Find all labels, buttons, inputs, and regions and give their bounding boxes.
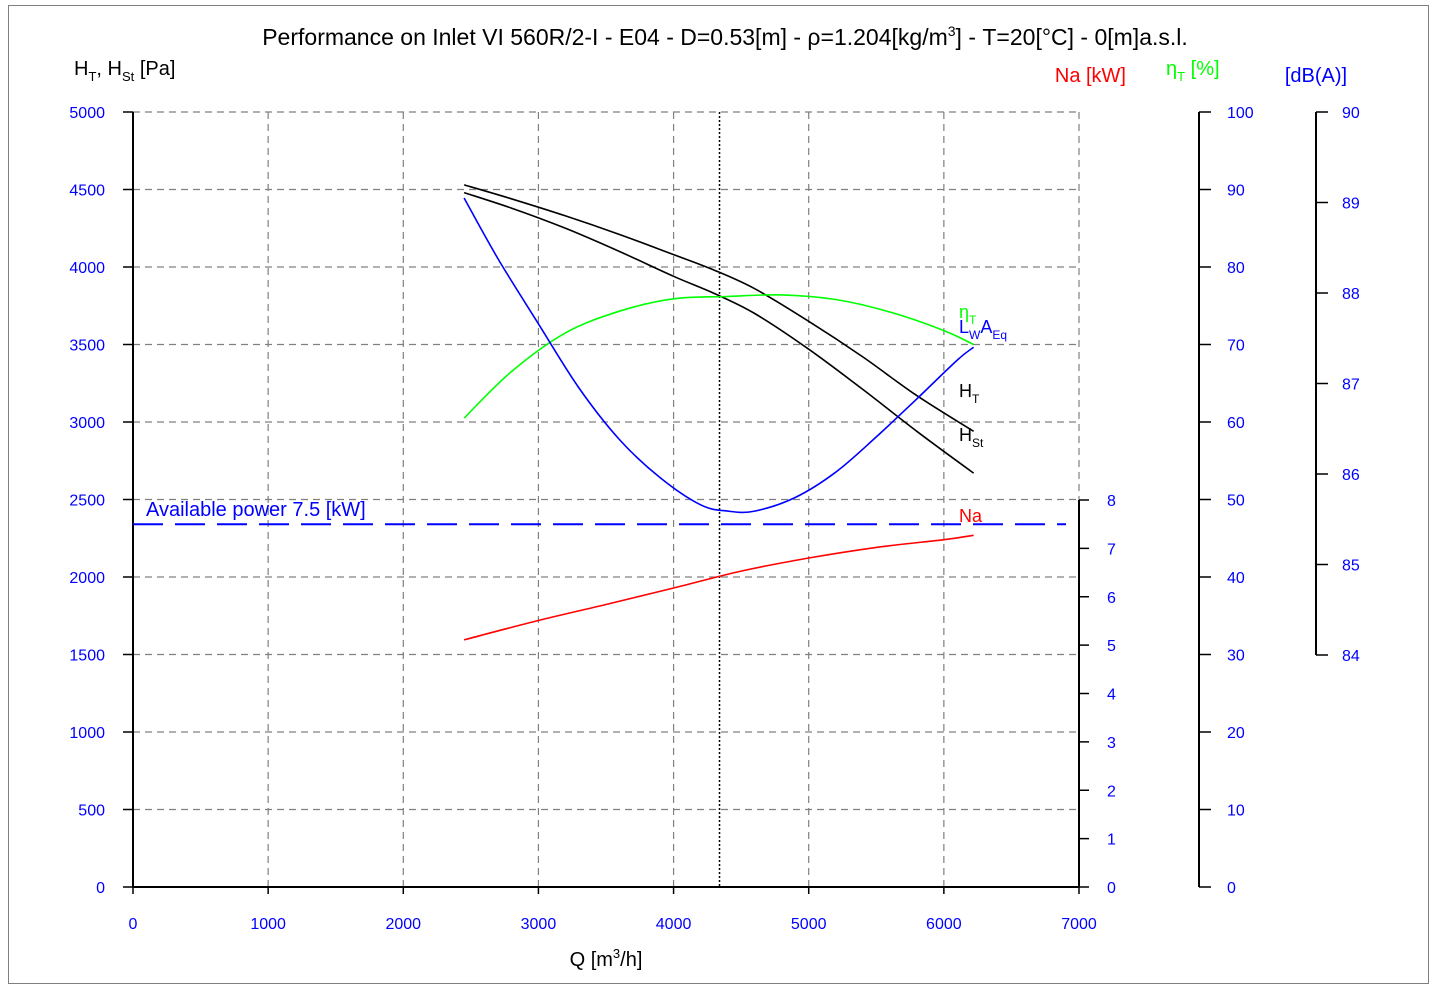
chart-title: Performance on Inlet VI 560R/2-I - E04 -…	[262, 23, 1188, 50]
curve-label-eta-main: η	[959, 302, 969, 322]
y-axis-pressure-label-h: H	[74, 58, 88, 80]
curve-label-lwa: LWAEq	[959, 317, 1007, 342]
chart-title-main: Performance on Inlet VI 560R/2-I - E04 -…	[262, 24, 948, 50]
y-power-tick-label: 4	[1107, 687, 1116, 704]
y-sound-tick-label: 85	[1342, 558, 1360, 575]
y-axis-pressure-label-sep: , H	[96, 58, 122, 80]
y-pressure-tick-label: 1500	[69, 648, 105, 665]
y-sound-tick-label: 86	[1342, 467, 1360, 484]
series-line-eta	[463, 293, 974, 419]
curve-label-hst-main: H	[959, 425, 972, 445]
y-efficiency-tick-label: 90	[1227, 183, 1245, 200]
curve-label-na: Na	[959, 506, 983, 526]
curve-label-hst-sub: St	[972, 436, 984, 450]
y-axis-sound-label: [dB(A)]	[1285, 65, 1347, 87]
y-pressure-tick-label: 1000	[69, 725, 105, 742]
x-tick-label: 0	[129, 916, 138, 933]
axes-layer: 0 1000 2000 3000 4000 5000 6000 700005001000150…	[69, 105, 1359, 933]
y-power-tick-label: 1	[1107, 832, 1116, 849]
y-axis-pressure-label-sub-t: T	[88, 69, 96, 84]
x-tick-label: 4000	[656, 916, 692, 933]
y-axis-power-label: Na [kW]	[1055, 65, 1126, 87]
curve-label-hst: HSt	[959, 425, 984, 450]
curve-label-lwa-main: L	[959, 317, 969, 337]
curve-label-ht: HT	[959, 381, 980, 406]
curve-label-ht-main: H	[959, 381, 972, 401]
x-tick-label: 2000	[385, 916, 421, 933]
y-power-tick-label: 5	[1107, 638, 1116, 655]
chart-frame	[8, 5, 1429, 984]
curve-label-eta-sub: T	[969, 313, 977, 327]
x-axis-label-main: Q [m	[570, 949, 613, 971]
y-axis-efficiency-label-eta: η	[1166, 58, 1177, 80]
y-sound-tick-label: 88	[1342, 286, 1360, 303]
x-tick-label: 3000	[521, 916, 557, 933]
y-efficiency-tick-label: 100	[1227, 105, 1254, 122]
y-pressure-tick-label: 0	[96, 880, 105, 897]
y-efficiency-tick-label: 40	[1227, 570, 1245, 587]
x-tick-label: 1000	[250, 916, 286, 933]
chart-title-sup: 3	[948, 23, 956, 39]
series-line-Na	[463, 534, 974, 641]
y-efficiency-tick-label: 30	[1227, 648, 1245, 665]
x-tick-label: 5000	[791, 916, 827, 933]
y-axis-efficiency-label: ηT [%]	[1166, 58, 1220, 84]
curve-label-ht-sub: T	[972, 392, 980, 406]
y-efficiency-tick-label: 20	[1227, 725, 1245, 742]
y-pressure-tick-label: 4500	[69, 183, 105, 200]
y-efficiency-tick-label: 70	[1227, 338, 1245, 355]
y-efficiency-tick-label: 10	[1227, 803, 1245, 820]
y-sound-tick-label: 90	[1342, 105, 1360, 122]
x-tick-label: 7000	[1061, 916, 1097, 933]
series-line-HSt	[463, 191, 975, 474]
y-pressure-tick-label: 3000	[69, 415, 105, 432]
x-tick-label: 6000	[926, 916, 962, 933]
y-sound-tick-label: 89	[1342, 196, 1360, 213]
curve-label-na-main: Na	[959, 506, 983, 526]
y-pressure-tick-label: 3500	[69, 338, 105, 355]
y-axis-pressure-label-unit: [Pa]	[134, 58, 175, 80]
y-efficiency-tick-label: 50	[1227, 493, 1245, 510]
x-axis-label-sup: 3	[613, 946, 620, 961]
y-power-tick-label: 0	[1107, 880, 1116, 897]
y-efficiency-tick-label: 0	[1227, 880, 1236, 897]
y-axis-efficiency-label-unit: [%]	[1185, 58, 1219, 80]
y-axis-pressure-label-sub-st: St	[122, 69, 135, 84]
curve-label-lwa-sub2: Eq	[992, 328, 1007, 342]
y-pressure-tick-label: 500	[78, 803, 105, 820]
y-pressure-tick-label: 5000	[69, 105, 105, 122]
series-line-LwA	[463, 197, 975, 514]
x-axis-label: Q [m3/h]	[570, 946, 643, 971]
y-pressure-tick-label: 2000	[69, 570, 105, 587]
y-sound-tick-label: 87	[1342, 377, 1360, 394]
curve-label-lwa-sub: W	[969, 328, 981, 342]
available-power-label: Available power 7.5 [kW]	[146, 499, 366, 521]
y-axis-efficiency-label-sub: T	[1177, 69, 1185, 84]
y-power-tick-label: 7	[1107, 541, 1116, 558]
y-power-tick-label: 6	[1107, 590, 1116, 607]
y-power-tick-label: 2	[1107, 783, 1116, 800]
curve-label-lwa-mid: A	[980, 317, 992, 337]
x-axis-label-tail: /h]	[620, 949, 642, 971]
y-efficiency-tick-label: 80	[1227, 260, 1245, 277]
series-layer: Available power 7.5 [kW]	[133, 112, 1066, 887]
y-efficiency-tick-label: 60	[1227, 415, 1245, 432]
chart-title-tail: ] - T=20[°C] - 0[m]a.s.l.	[956, 24, 1188, 50]
y-axis-pressure-label: HT, HSt [Pa]	[74, 58, 175, 84]
series-line-HT	[463, 184, 975, 432]
y-power-tick-label: 8	[1107, 493, 1116, 510]
y-pressure-tick-label: 2500	[69, 493, 105, 510]
y-power-tick-label: 3	[1107, 735, 1116, 752]
curve-label-eta: ηT	[959, 302, 977, 327]
y-pressure-tick-label: 4000	[69, 260, 105, 277]
y-sound-tick-label: 84	[1342, 648, 1360, 665]
